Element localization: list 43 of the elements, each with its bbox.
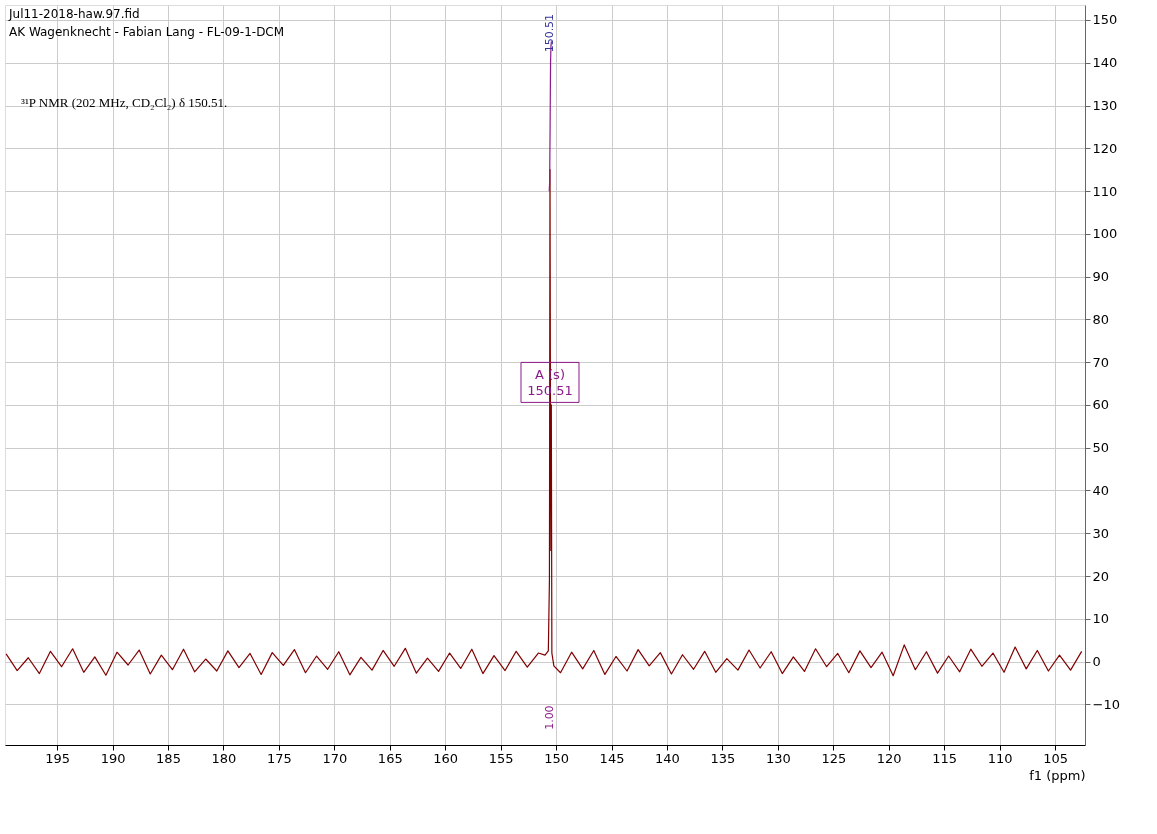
line-series — [5, 169, 1083, 677]
y-tick-label: 90 — [1092, 269, 1110, 285]
y-tick-label: 140 — [1092, 55, 1118, 71]
x-tick-label: 165 — [377, 750, 403, 766]
y-tick-label: 50 — [1092, 440, 1110, 456]
x-tick-label: 120 — [876, 750, 902, 766]
annotation: 150.51 — [542, 13, 556, 53]
annotation: Jul11-2018-haw.97.fid — [8, 7, 140, 21]
annotation: AK Wagenknecht - Fabian Lang - FL-09-1-DCM — [9, 25, 285, 39]
x-tick-label: 140 — [655, 750, 680, 766]
x-tick-label: 195 — [45, 750, 71, 766]
y-tick-label: 40 — [1092, 482, 1110, 498]
x-tick-label: 125 — [821, 750, 847, 766]
x-axis-title: f1 (ppm) — [1029, 767, 1086, 783]
x-tick-label: 150 — [544, 750, 569, 766]
y-tick-label: 70 — [1092, 354, 1110, 370]
y-tick-label: 0 — [1092, 654, 1101, 670]
x-tick-label: 170 — [322, 750, 348, 766]
y-tick-label: 120 — [1092, 140, 1118, 156]
y-tick-label: 10 — [1092, 611, 1110, 627]
y-tick-label: 20 — [1092, 568, 1110, 584]
x-tick-label: 160 — [433, 750, 459, 766]
x-tick-label: 115 — [932, 750, 958, 766]
y-tick-label: 100 — [1092, 226, 1118, 242]
y-tick-label: 150 — [1092, 12, 1118, 28]
y-tick-label: −10 — [1092, 696, 1120, 712]
y-tick-label: 130 — [1092, 98, 1118, 114]
y-tick-label: 110 — [1092, 183, 1118, 199]
x-tick-label: 145 — [599, 750, 625, 766]
y-tick-label: 80 — [1092, 311, 1110, 327]
annotation: 1.00 — [542, 705, 556, 730]
x-tick-label: 175 — [266, 750, 292, 766]
x-tick-label: 190 — [100, 750, 126, 766]
y-tick-label: 30 — [1092, 525, 1110, 541]
x-tick-label: 185 — [156, 750, 181, 766]
x-tick-label: 155 — [488, 750, 514, 766]
x-tick-label: 105 — [1043, 750, 1068, 766]
x-tick-label: 130 — [765, 750, 791, 766]
y-tick-label: 60 — [1092, 397, 1110, 413]
annotation: ³¹P NMR (202 MHz, CD₂Cl₂) δ 150.51. — [21, 95, 228, 110]
x-tick-label: 180 — [211, 750, 237, 766]
x-tick-label: 135 — [710, 750, 736, 766]
x-tick-label: 110 — [987, 750, 1013, 766]
